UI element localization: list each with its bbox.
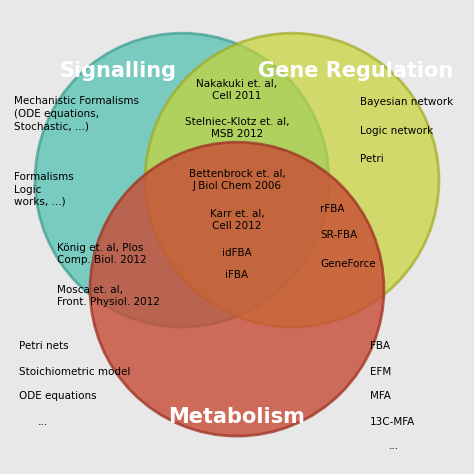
- Text: Bayesian network: Bayesian network: [360, 97, 454, 108]
- Text: MFA: MFA: [370, 391, 391, 401]
- Text: 13C-MFA: 13C-MFA: [370, 417, 415, 427]
- Text: Gene Regulation: Gene Regulation: [258, 61, 453, 81]
- Text: Karr et. al,
Cell 2012: Karr et. al, Cell 2012: [210, 209, 264, 231]
- Circle shape: [145, 33, 439, 327]
- Circle shape: [90, 142, 384, 436]
- Text: Metabolism: Metabolism: [169, 407, 305, 427]
- Text: Stoichiometric model: Stoichiometric model: [19, 366, 130, 377]
- Text: GeneForce: GeneForce: [320, 258, 376, 269]
- Text: SR-FBA: SR-FBA: [320, 230, 358, 240]
- Text: iFBA: iFBA: [226, 270, 248, 280]
- Text: Nakakuki et. al,
Cell 2011: Nakakuki et. al, Cell 2011: [196, 79, 278, 101]
- Text: FBA: FBA: [370, 341, 390, 351]
- Text: rFBA: rFBA: [320, 203, 345, 214]
- Text: ...: ...: [389, 440, 399, 451]
- Text: idFBA: idFBA: [222, 248, 252, 258]
- Text: Formalisms
Logic
works, ...): Formalisms Logic works, ...): [14, 172, 74, 207]
- Circle shape: [35, 33, 329, 327]
- Text: Petri nets: Petri nets: [19, 341, 69, 351]
- Text: König et. al, Plos
Comp. Biol. 2012: König et. al, Plos Comp. Biol. 2012: [57, 243, 146, 265]
- Text: Bettenbrock et. al,
J Biol Chem 2006: Bettenbrock et. al, J Biol Chem 2006: [189, 169, 285, 191]
- Text: Petri: Petri: [360, 154, 384, 164]
- Text: Mosca et. al,
Front. Physiol. 2012: Mosca et. al, Front. Physiol. 2012: [57, 284, 160, 307]
- Text: ...: ...: [38, 417, 48, 427]
- Text: Logic network: Logic network: [360, 126, 433, 136]
- Text: Mechanistic Formalisms
(ODE equations,
Stochastic, ...): Mechanistic Formalisms (ODE equations, S…: [14, 96, 139, 131]
- Text: EFM: EFM: [370, 366, 391, 377]
- Text: Stelniec-Klotz et. al,
MSB 2012: Stelniec-Klotz et. al, MSB 2012: [185, 117, 289, 139]
- Text: ODE equations: ODE equations: [19, 391, 97, 401]
- Text: Signalling: Signalling: [60, 61, 177, 81]
